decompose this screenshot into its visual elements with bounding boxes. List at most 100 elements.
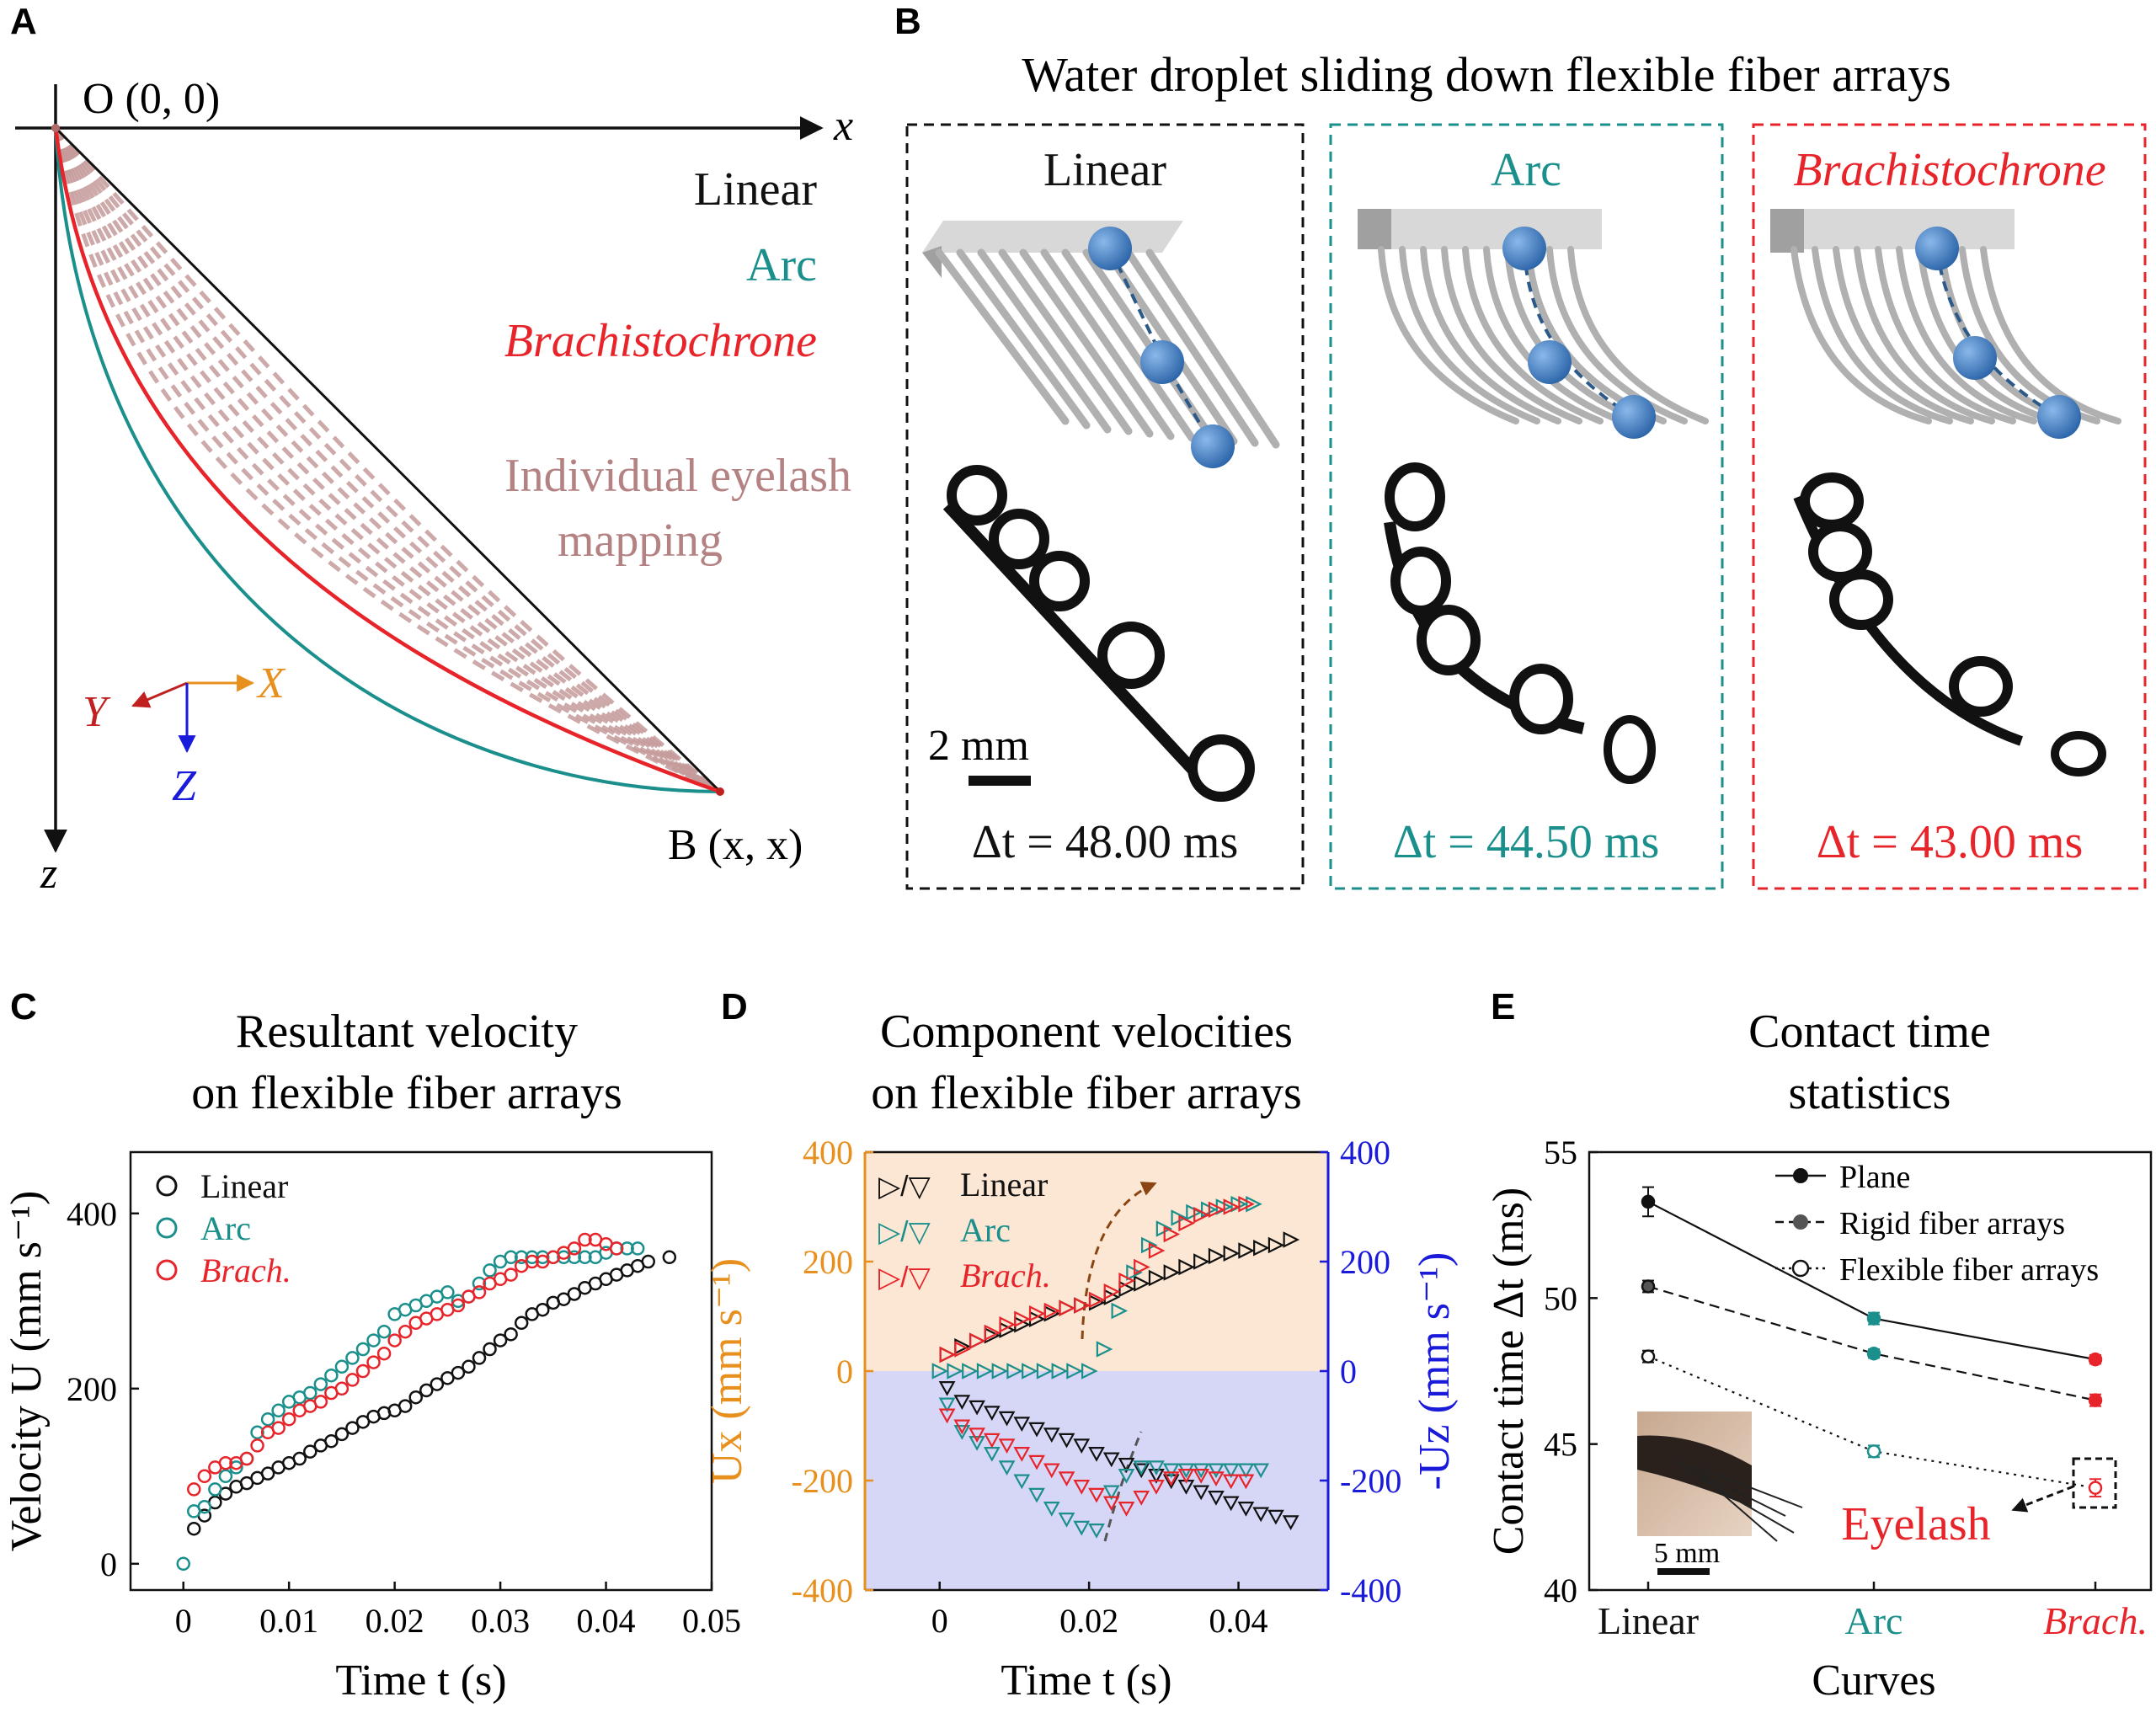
data-point: [976, 1363, 994, 1379]
x-tick-label: 0.02: [1059, 1602, 1118, 1640]
data-point: [998, 1411, 1016, 1427]
panel-a: A O (0, 0) x z B (x, x) Linear Arc Brach…: [10, 1, 853, 898]
origin-point: [51, 124, 60, 132]
chart-e-marks: Linear Arc Brach. 40 45 50 55: [1544, 1134, 2148, 1642]
data-point: [334, 1359, 350, 1374]
x-tick-label: Arc: [1845, 1599, 1903, 1642]
data-point: [1193, 1206, 1210, 1224]
panel-d: D Component velocities on flexible fiber…: [703, 986, 1459, 1705]
data-point: [1073, 1479, 1091, 1495]
data-point: [969, 1332, 986, 1350]
eyelash-curve: [53, 127, 722, 794]
arc-droplet-image: [1384, 462, 1656, 784]
brach-dt: Δt = 43.00 ms: [1817, 816, 2084, 868]
data-point: [1193, 1253, 1210, 1270]
data-point: [1222, 1496, 1240, 1512]
data-point: [1043, 1501, 1060, 1517]
data-point: [1238, 1195, 1255, 1213]
data-point: [398, 1324, 413, 1339]
x-tick-label: 0: [931, 1602, 948, 1640]
z-axis-label: z: [40, 850, 57, 898]
data-point: [1058, 1433, 1075, 1449]
data-point: [953, 1419, 971, 1435]
data-point: [1148, 1460, 1165, 1476]
linear-panel: Linear 2 mm Δt = 48.00 ms: [905, 123, 1305, 890]
legend-linear: Linear: [694, 163, 817, 216]
data-point: [1088, 1523, 1105, 1539]
data-point: [1111, 1302, 1129, 1320]
data-point: [1096, 1341, 1113, 1358]
data-point: [567, 1241, 582, 1256]
chart-d-xlabel: Time t (s): [1001, 1657, 1171, 1705]
data-point: [1118, 1272, 1135, 1289]
data-point: [1283, 1231, 1300, 1248]
data-point: [1073, 1438, 1091, 1454]
data-point: [1238, 1242, 1255, 1259]
panel-e: E Contact time statistics 5 mm Linear Arc…: [1485, 986, 2153, 1705]
data-point: [303, 1444, 318, 1459]
chart-c-ylabel: Velocity U (mm s⁻¹): [3, 1191, 51, 1552]
data-point: [176, 1556, 190, 1572]
data-point: [324, 1368, 339, 1383]
data-point: [2088, 1481, 2103, 1495]
panel-b: B Water droplet sliding down flexible fi…: [894, 1, 2147, 890]
data-point: [239, 1476, 254, 1491]
linear-panel-label: Linear: [1043, 144, 1166, 196]
chart-d-ylabel-right: -Uz (mm s⁻¹): [1411, 1252, 1459, 1491]
data-point: [1641, 1349, 1656, 1363]
data-point: [419, 1383, 434, 1398]
y-tick-label-right: 200: [1340, 1243, 1390, 1281]
data-point: [483, 1342, 497, 1357]
data-point: [324, 1433, 339, 1449]
data-point: [2088, 1352, 2103, 1367]
arc-fiber-illustration: [1358, 209, 1709, 439]
eyelash-photo: [1637, 1411, 1803, 1542]
data-point: [1866, 1346, 1881, 1361]
y-tick-label-left: -400: [792, 1572, 853, 1609]
y-tick-label: 0: [100, 1545, 117, 1583]
chart-c-title-line1: Resultant velocity: [236, 1006, 578, 1058]
data-point: [1148, 1468, 1165, 1484]
chart-d-legend-brach-marks: ▷/▽: [878, 1262, 931, 1294]
data-point: [239, 1451, 254, 1466]
data-point: [938, 1380, 956, 1396]
data-point: [250, 1425, 264, 1440]
data-point: [1058, 1471, 1075, 1487]
data-point: [567, 1287, 582, 1301]
data-point: [1088, 1446, 1105, 1462]
brachistochrone-curve: [53, 127, 721, 794]
data-point: [1163, 1225, 1181, 1243]
data-point: [954, 1341, 971, 1358]
data-point: [271, 1421, 286, 1435]
y-tick-label-right: 400: [1340, 1134, 1390, 1171]
coordinate-frame: X Y Z: [83, 659, 286, 810]
data-point: [1162, 1471, 1180, 1487]
data-point: [1163, 1264, 1181, 1281]
frame-y-label: Y: [83, 688, 111, 736]
data-point: [398, 1399, 413, 1413]
eyelash-curve: [53, 127, 722, 794]
data-point: [938, 1397, 956, 1413]
data-point: [451, 1298, 466, 1313]
data-point: [1028, 1305, 1046, 1322]
eyelash-curve: [53, 127, 722, 794]
panel-b-title: Water droplet sliding down flexible fibe…: [1022, 47, 1951, 102]
linear-dt: Δt = 48.00 ms: [972, 816, 1239, 868]
data-point: [1103, 1283, 1121, 1300]
data-point: [1013, 1446, 1031, 1462]
scalebar-label: 2 mm: [928, 722, 1029, 770]
chart-c-frame: [129, 1150, 713, 1592]
x-tick-label: Brach.: [2043, 1599, 2148, 1642]
y-tick-label: 55: [1544, 1134, 1577, 1171]
brachistochrone-panel: Brachistochrone Δt = 43.00 ms: [1752, 123, 2147, 890]
data-point: [451, 1365, 466, 1380]
arc-curve: [54, 127, 721, 793]
chart-c-legend-brach: Brach.: [200, 1251, 291, 1289]
eyelash-curve: [53, 127, 722, 794]
chart-e-ylabel: Contact time Δt (ms): [1485, 1187, 1533, 1555]
data-point: [991, 1363, 1009, 1379]
data-point: [366, 1355, 381, 1369]
data-point: [187, 1521, 201, 1536]
data-point: [1028, 1422, 1045, 1438]
frame-x-label: X: [256, 659, 286, 707]
